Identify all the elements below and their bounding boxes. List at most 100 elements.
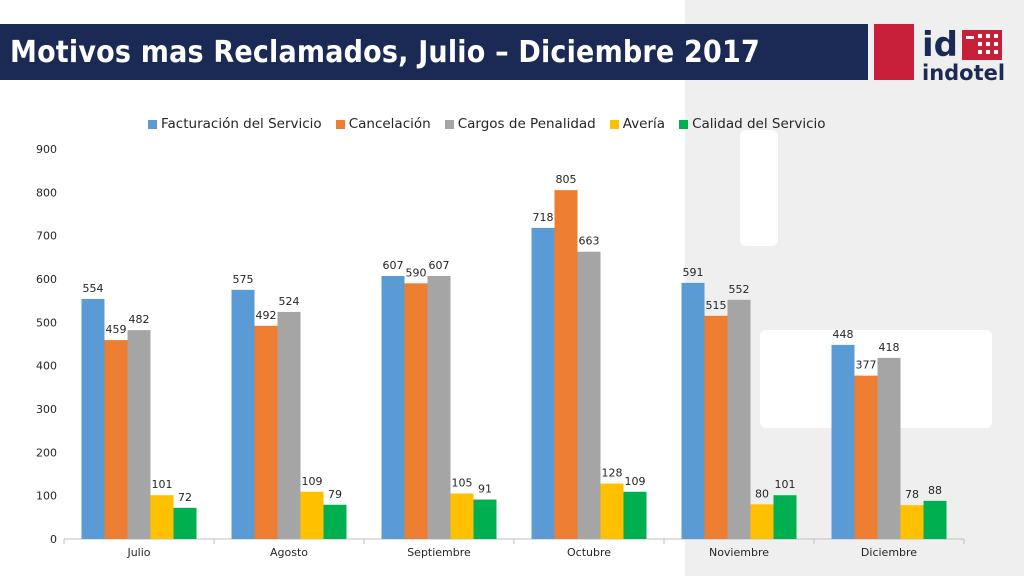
bar	[450, 493, 474, 539]
y-tick-label: 800	[36, 186, 57, 199]
page-title: Motivos mas Reclamados, Julio – Diciembr…	[10, 34, 760, 70]
data-label: 805	[556, 173, 577, 186]
bar	[300, 491, 324, 539]
legend-swatch	[609, 119, 619, 129]
data-label: 109	[302, 475, 323, 488]
data-label: 554	[83, 282, 104, 295]
legend-item: Calidad del Servicio	[679, 116, 826, 132]
bar	[254, 325, 278, 539]
data-label: 418	[879, 341, 900, 354]
legend-swatch	[444, 119, 454, 129]
data-label: 101	[152, 478, 173, 491]
data-label: 591	[683, 266, 704, 279]
bar	[127, 330, 151, 539]
logo-top-text: id	[922, 25, 958, 65]
data-label: 575	[233, 273, 254, 286]
data-label: 377	[856, 359, 877, 372]
y-tick-label: 200	[36, 446, 57, 459]
bar	[104, 340, 128, 539]
data-label: 448	[833, 328, 854, 341]
data-label: 515	[706, 299, 727, 312]
indotel-logo: id indotel	[922, 25, 1005, 85]
bar	[773, 495, 797, 539]
bar	[704, 315, 728, 539]
x-tick-label: Octubre	[567, 546, 611, 559]
data-label: 590	[406, 266, 427, 279]
bar	[473, 499, 497, 539]
y-tick-label: 100	[36, 490, 57, 503]
y-tick-label: 700	[36, 230, 57, 243]
data-label: 552	[729, 283, 750, 296]
bar	[231, 289, 255, 539]
legend-label: Facturación del Servicio	[161, 116, 322, 132]
x-tick-label: Diciembre	[861, 546, 917, 559]
legend-swatch	[335, 119, 345, 129]
data-label: 607	[429, 259, 450, 272]
data-label: 663	[579, 235, 600, 248]
data-label: 101	[775, 478, 796, 491]
bar	[831, 344, 855, 539]
bar	[554, 190, 578, 539]
bar	[277, 311, 301, 539]
x-tick-label: Agosto	[270, 546, 308, 559]
bar	[877, 357, 901, 539]
y-tick-label: 600	[36, 273, 57, 286]
legend-item: Avería	[609, 116, 666, 132]
bar	[427, 275, 451, 539]
background-card	[740, 130, 778, 246]
bar	[577, 251, 601, 539]
bar	[81, 298, 105, 539]
y-tick-label: 0	[50, 533, 57, 546]
bar	[750, 504, 774, 539]
bar	[531, 227, 555, 539]
logo-accent-block	[874, 24, 914, 80]
x-tick-label: Noviembre	[709, 546, 769, 559]
data-label: 109	[625, 475, 646, 488]
data-label: 607	[383, 259, 404, 272]
y-tick-label: 300	[36, 403, 57, 416]
bar	[900, 505, 924, 539]
legend-item: Cargos de Penalidad	[444, 116, 596, 132]
bar	[600, 483, 624, 539]
data-label: 524	[279, 295, 300, 308]
legend-label: Cancelación	[348, 116, 431, 132]
bar	[404, 283, 428, 539]
logo-bottom-text: indotel	[922, 61, 1005, 85]
legend-swatch	[679, 119, 689, 129]
bar	[173, 507, 197, 539]
bar	[681, 282, 705, 539]
data-label: 91	[478, 483, 492, 496]
legend-label: Avería	[622, 116, 666, 132]
legend-item: Cancelación	[335, 116, 431, 132]
bar	[923, 500, 947, 539]
legend-label: Cargos de Penalidad	[457, 116, 596, 132]
bar	[323, 504, 347, 539]
bar	[150, 495, 174, 539]
legend-swatch	[148, 119, 157, 129]
data-label: 492	[256, 309, 277, 322]
data-label: 482	[129, 313, 150, 326]
data-label: 105	[452, 477, 473, 490]
data-label: 80	[755, 487, 769, 500]
bar	[854, 375, 878, 539]
data-label: 88	[928, 484, 942, 497]
legend-item: Facturación del Servicio	[148, 116, 322, 132]
legend-label: Calidad del Servicio	[692, 116, 826, 132]
y-tick-label: 500	[36, 316, 57, 329]
data-label: 72	[178, 491, 192, 504]
data-label: 78	[905, 488, 919, 501]
y-tick-label: 400	[36, 360, 57, 373]
data-label: 459	[106, 323, 127, 336]
bar	[623, 491, 647, 539]
x-tick-label: Julio	[126, 546, 150, 559]
x-tick-label: Septiembre	[407, 546, 471, 559]
data-label: 79	[328, 488, 342, 501]
bar	[381, 275, 405, 539]
data-label: 128	[602, 467, 623, 480]
data-label: 718	[533, 211, 554, 224]
y-tick-label: 900	[36, 143, 57, 156]
title-bar: Motivos mas Reclamados, Julio – Diciembr…	[0, 24, 868, 80]
bar	[727, 299, 751, 539]
chart-legend: Facturación del Servicio Cancelación Cargo…	[148, 116, 840, 132]
